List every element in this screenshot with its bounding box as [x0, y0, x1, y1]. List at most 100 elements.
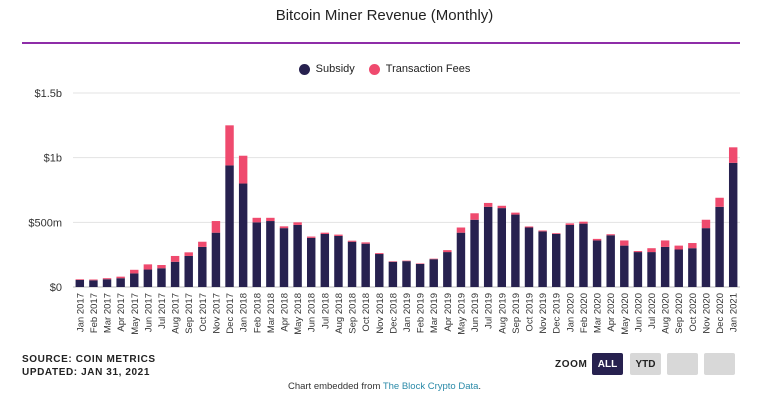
bar-fees[interactable]: [429, 258, 438, 260]
bar-fees[interactable]: [579, 221, 588, 224]
bar-subsidy[interactable]: [579, 223, 588, 287]
bar-subsidy[interactable]: [266, 221, 275, 287]
legend-item-subsidy[interactable]: Subsidy: [298, 63, 355, 75]
bar-fees[interactable]: [647, 248, 656, 253]
zoom-ytd-button[interactable]: YTD: [630, 353, 661, 375]
bar-subsidy[interactable]: [361, 243, 370, 287]
bar-fees[interactable]: [375, 253, 384, 255]
bar-subsidy[interactable]: [660, 246, 670, 287]
bar-subsidy[interactable]: [565, 224, 575, 287]
bar-fees[interactable]: [470, 213, 479, 220]
bar-fees[interactable]: [102, 278, 112, 280]
bar-subsidy[interactable]: [306, 237, 316, 287]
bar-fees[interactable]: [701, 219, 711, 229]
bar-subsidy[interactable]: [198, 246, 207, 287]
bar-subsidy[interactable]: [143, 269, 153, 287]
bar-subsidy[interactable]: [592, 240, 602, 287]
bar-subsidy[interactable]: [279, 228, 289, 287]
zoom-all-button[interactable]: ALL: [592, 353, 623, 375]
legend-item-fees[interactable]: Transaction Fees: [368, 63, 470, 75]
bar-subsidy[interactable]: [211, 232, 221, 287]
bar-fees[interactable]: [606, 234, 615, 236]
bar-fees[interactable]: [565, 223, 575, 225]
bar-fees[interactable]: [320, 232, 330, 234]
bar-fees[interactable]: [415, 263, 425, 264]
bar-subsidy[interactable]: [647, 252, 656, 287]
bar-fees[interactable]: [89, 279, 98, 281]
bar-subsidy[interactable]: [75, 279, 85, 287]
bar-subsidy[interactable]: [511, 214, 520, 287]
bar-subsidy[interactable]: [130, 273, 139, 287]
bar-subsidy[interactable]: [415, 263, 425, 287]
bar-fees[interactable]: [293, 222, 302, 225]
bar-subsidy[interactable]: [538, 231, 547, 287]
bar-fees[interactable]: [552, 233, 561, 234]
bar-subsidy[interactable]: [483, 206, 493, 287]
bar-subsidy[interactable]: [116, 278, 125, 287]
bar-subsidy[interactable]: [606, 235, 615, 287]
bar-fees[interactable]: [728, 147, 738, 163]
bar-subsidy[interactable]: [688, 248, 697, 287]
bar-fees[interactable]: [306, 236, 316, 238]
bar-subsidy[interactable]: [443, 252, 452, 287]
bar-subsidy[interactable]: [402, 261, 411, 287]
bar-subsidy[interactable]: [524, 227, 534, 287]
bar-fees[interactable]: [75, 279, 85, 280]
bar-subsidy[interactable]: [225, 165, 234, 287]
bar-fees[interactable]: [143, 264, 153, 270]
bar-subsidy[interactable]: [252, 222, 261, 287]
bar-fees[interactable]: [347, 240, 357, 242]
bar-subsidy[interactable]: [89, 280, 98, 287]
bar-subsidy[interactable]: [633, 252, 643, 287]
bar-fees[interactable]: [130, 269, 139, 274]
bar-subsidy[interactable]: [170, 261, 180, 287]
bar-subsidy[interactable]: [388, 261, 398, 287]
bar-subsidy[interactable]: [347, 241, 357, 287]
bar-fees[interactable]: [279, 226, 289, 229]
bar-subsidy[interactable]: [293, 224, 302, 287]
bar-subsidy[interactable]: [701, 228, 711, 287]
bar-fees[interactable]: [483, 202, 493, 207]
bar-fees[interactable]: [620, 240, 629, 246]
bar-fees[interactable]: [238, 155, 248, 184]
bar-fees[interactable]: [170, 255, 180, 262]
bar-subsidy[interactable]: [320, 233, 330, 287]
zoom-option-button[interactable]: [667, 353, 698, 375]
bar-fees[interactable]: [252, 217, 261, 223]
bar-subsidy[interactable]: [429, 259, 438, 287]
embed-link[interactable]: The Block Crypto Data: [382, 381, 479, 392]
zoom-option-button[interactable]: [704, 353, 735, 375]
bar-fees[interactable]: [211, 221, 221, 233]
bar-fees[interactable]: [674, 245, 683, 250]
bar-subsidy[interactable]: [497, 208, 507, 287]
bar-fees[interactable]: [184, 252, 193, 256]
bar-subsidy[interactable]: [715, 206, 724, 287]
bar-fees[interactable]: [715, 197, 724, 207]
bar-subsidy[interactable]: [674, 249, 683, 287]
bar-subsidy[interactable]: [620, 245, 629, 287]
bar-fees[interactable]: [524, 226, 534, 228]
bar-fees[interactable]: [157, 265, 166, 269]
bar-fees[interactable]: [688, 243, 697, 249]
bar-fees[interactable]: [334, 234, 343, 236]
bar-fees[interactable]: [116, 276, 125, 279]
bar-fees[interactable]: [225, 125, 234, 166]
bar-fees[interactable]: [538, 230, 547, 232]
bar-fees[interactable]: [402, 260, 411, 262]
bar-fees[interactable]: [388, 261, 398, 262]
bar-fees[interactable]: [592, 238, 602, 241]
bar-subsidy[interactable]: [456, 232, 466, 287]
bar-subsidy[interactable]: [728, 162, 738, 287]
bar-fees[interactable]: [443, 250, 452, 253]
bar-subsidy[interactable]: [102, 279, 112, 287]
bar-subsidy[interactable]: [552, 233, 561, 287]
bar-fees[interactable]: [266, 217, 275, 222]
bar-subsidy[interactable]: [157, 268, 166, 287]
bar-fees[interactable]: [511, 212, 520, 215]
bar-subsidy[interactable]: [375, 254, 384, 287]
bar-fees[interactable]: [456, 227, 466, 233]
bar-fees[interactable]: [361, 242, 370, 244]
bar-fees[interactable]: [660, 240, 670, 247]
bar-subsidy[interactable]: [334, 235, 343, 287]
bar-subsidy[interactable]: [184, 255, 193, 287]
